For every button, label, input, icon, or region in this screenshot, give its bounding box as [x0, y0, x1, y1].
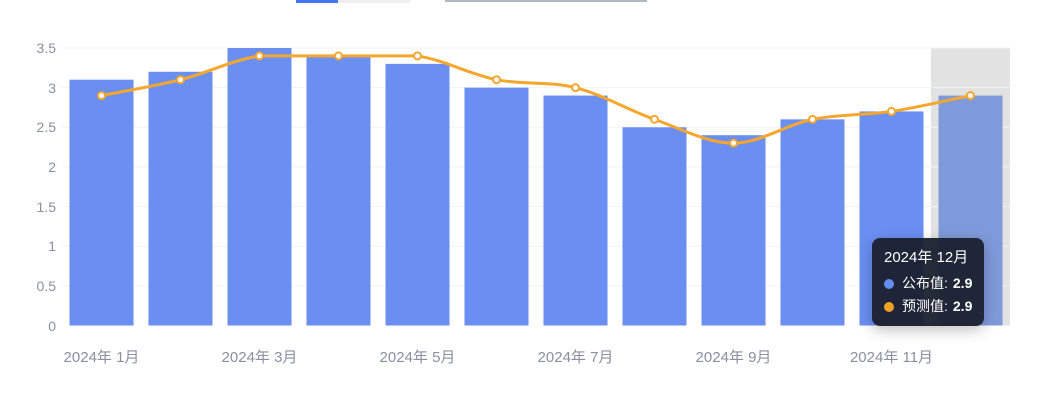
y-axis-label: 2.5	[36, 119, 56, 136]
line-marker-2024年 6月[interactable]	[492, 75, 501, 85]
x-axis-label: 2024年 1月	[63, 349, 140, 366]
line-marker-2024年 12月[interactable]	[966, 91, 975, 101]
line-marker-2024年 9月[interactable]	[729, 138, 738, 148]
y-axis-label: 2	[48, 158, 56, 175]
y-axis-label: 1	[48, 238, 56, 255]
y-axis-label: 1.5	[36, 198, 56, 215]
tooltip-row-published: 公布值: 2.9	[884, 274, 972, 293]
x-axis-label: 2024年 5月	[379, 349, 456, 366]
bar-2024年 8月[interactable]	[622, 127, 687, 326]
bar-2024年 10月[interactable]	[780, 119, 845, 326]
x-axis-label: 2024年 3月	[221, 349, 298, 366]
scrollbar-fragment	[445, 0, 647, 2]
tooltip-forecast-label: 预测值:	[902, 298, 948, 314]
x-axis-label: 2024年 9月	[695, 349, 772, 366]
active-tab-underline-fragment	[296, 0, 338, 3]
line-marker-2024年 8月[interactable]	[650, 114, 659, 124]
chart-tooltip: 2024年 12月 公布值: 2.9 预测值: 2.9	[872, 238, 985, 326]
line-marker-2024年 7月[interactable]	[571, 83, 580, 93]
bar-2024年 4月[interactable]	[306, 55, 371, 326]
y-axis-label: 0.5	[36, 277, 56, 294]
bar-2024年 3月[interactable]	[227, 48, 292, 326]
tooltip-title: 2024年 12月	[884, 249, 969, 266]
line-marker-2024年 11月[interactable]	[887, 106, 896, 116]
inactive-tab-underline-fragment	[338, 0, 410, 3]
line-marker-2024年 1月[interactable]	[97, 91, 106, 101]
line-marker-2024年 3月[interactable]	[255, 51, 264, 61]
tooltip-row-forecast: 预测值: 2.9	[884, 297, 972, 316]
bar-2024年 7月[interactable]	[543, 95, 608, 326]
tooltip-published-value: 2.9	[952, 275, 973, 291]
line-marker-2024年 2月[interactable]	[176, 75, 185, 85]
line-marker-2024年 10月[interactable]	[808, 114, 817, 124]
x-axis-label: 2024年 7月	[537, 349, 614, 366]
bar-2024年 6月[interactable]	[464, 87, 529, 326]
tooltip-forecast-value: 2.9	[952, 298, 973, 314]
bar-2024年 1月[interactable]	[69, 79, 134, 326]
bar-2024年 5月[interactable]	[385, 63, 450, 326]
y-axis-label: 0	[48, 317, 56, 334]
bar-2024年 9月[interactable]	[701, 135, 766, 326]
published-series-dot-icon	[884, 278, 894, 289]
tooltip-published-label: 公布值:	[902, 275, 948, 291]
line-marker-2024年 5月[interactable]	[413, 51, 422, 61]
y-axis-label: 3.5	[36, 40, 56, 56]
line-marker-2024年 4月[interactable]	[334, 51, 343, 61]
y-axis-label: 3	[48, 79, 56, 96]
x-axis-label: 2024年 11月	[849, 349, 934, 366]
forecast-series-dot-icon	[884, 301, 894, 312]
bar-2024年 2月[interactable]	[148, 71, 213, 326]
